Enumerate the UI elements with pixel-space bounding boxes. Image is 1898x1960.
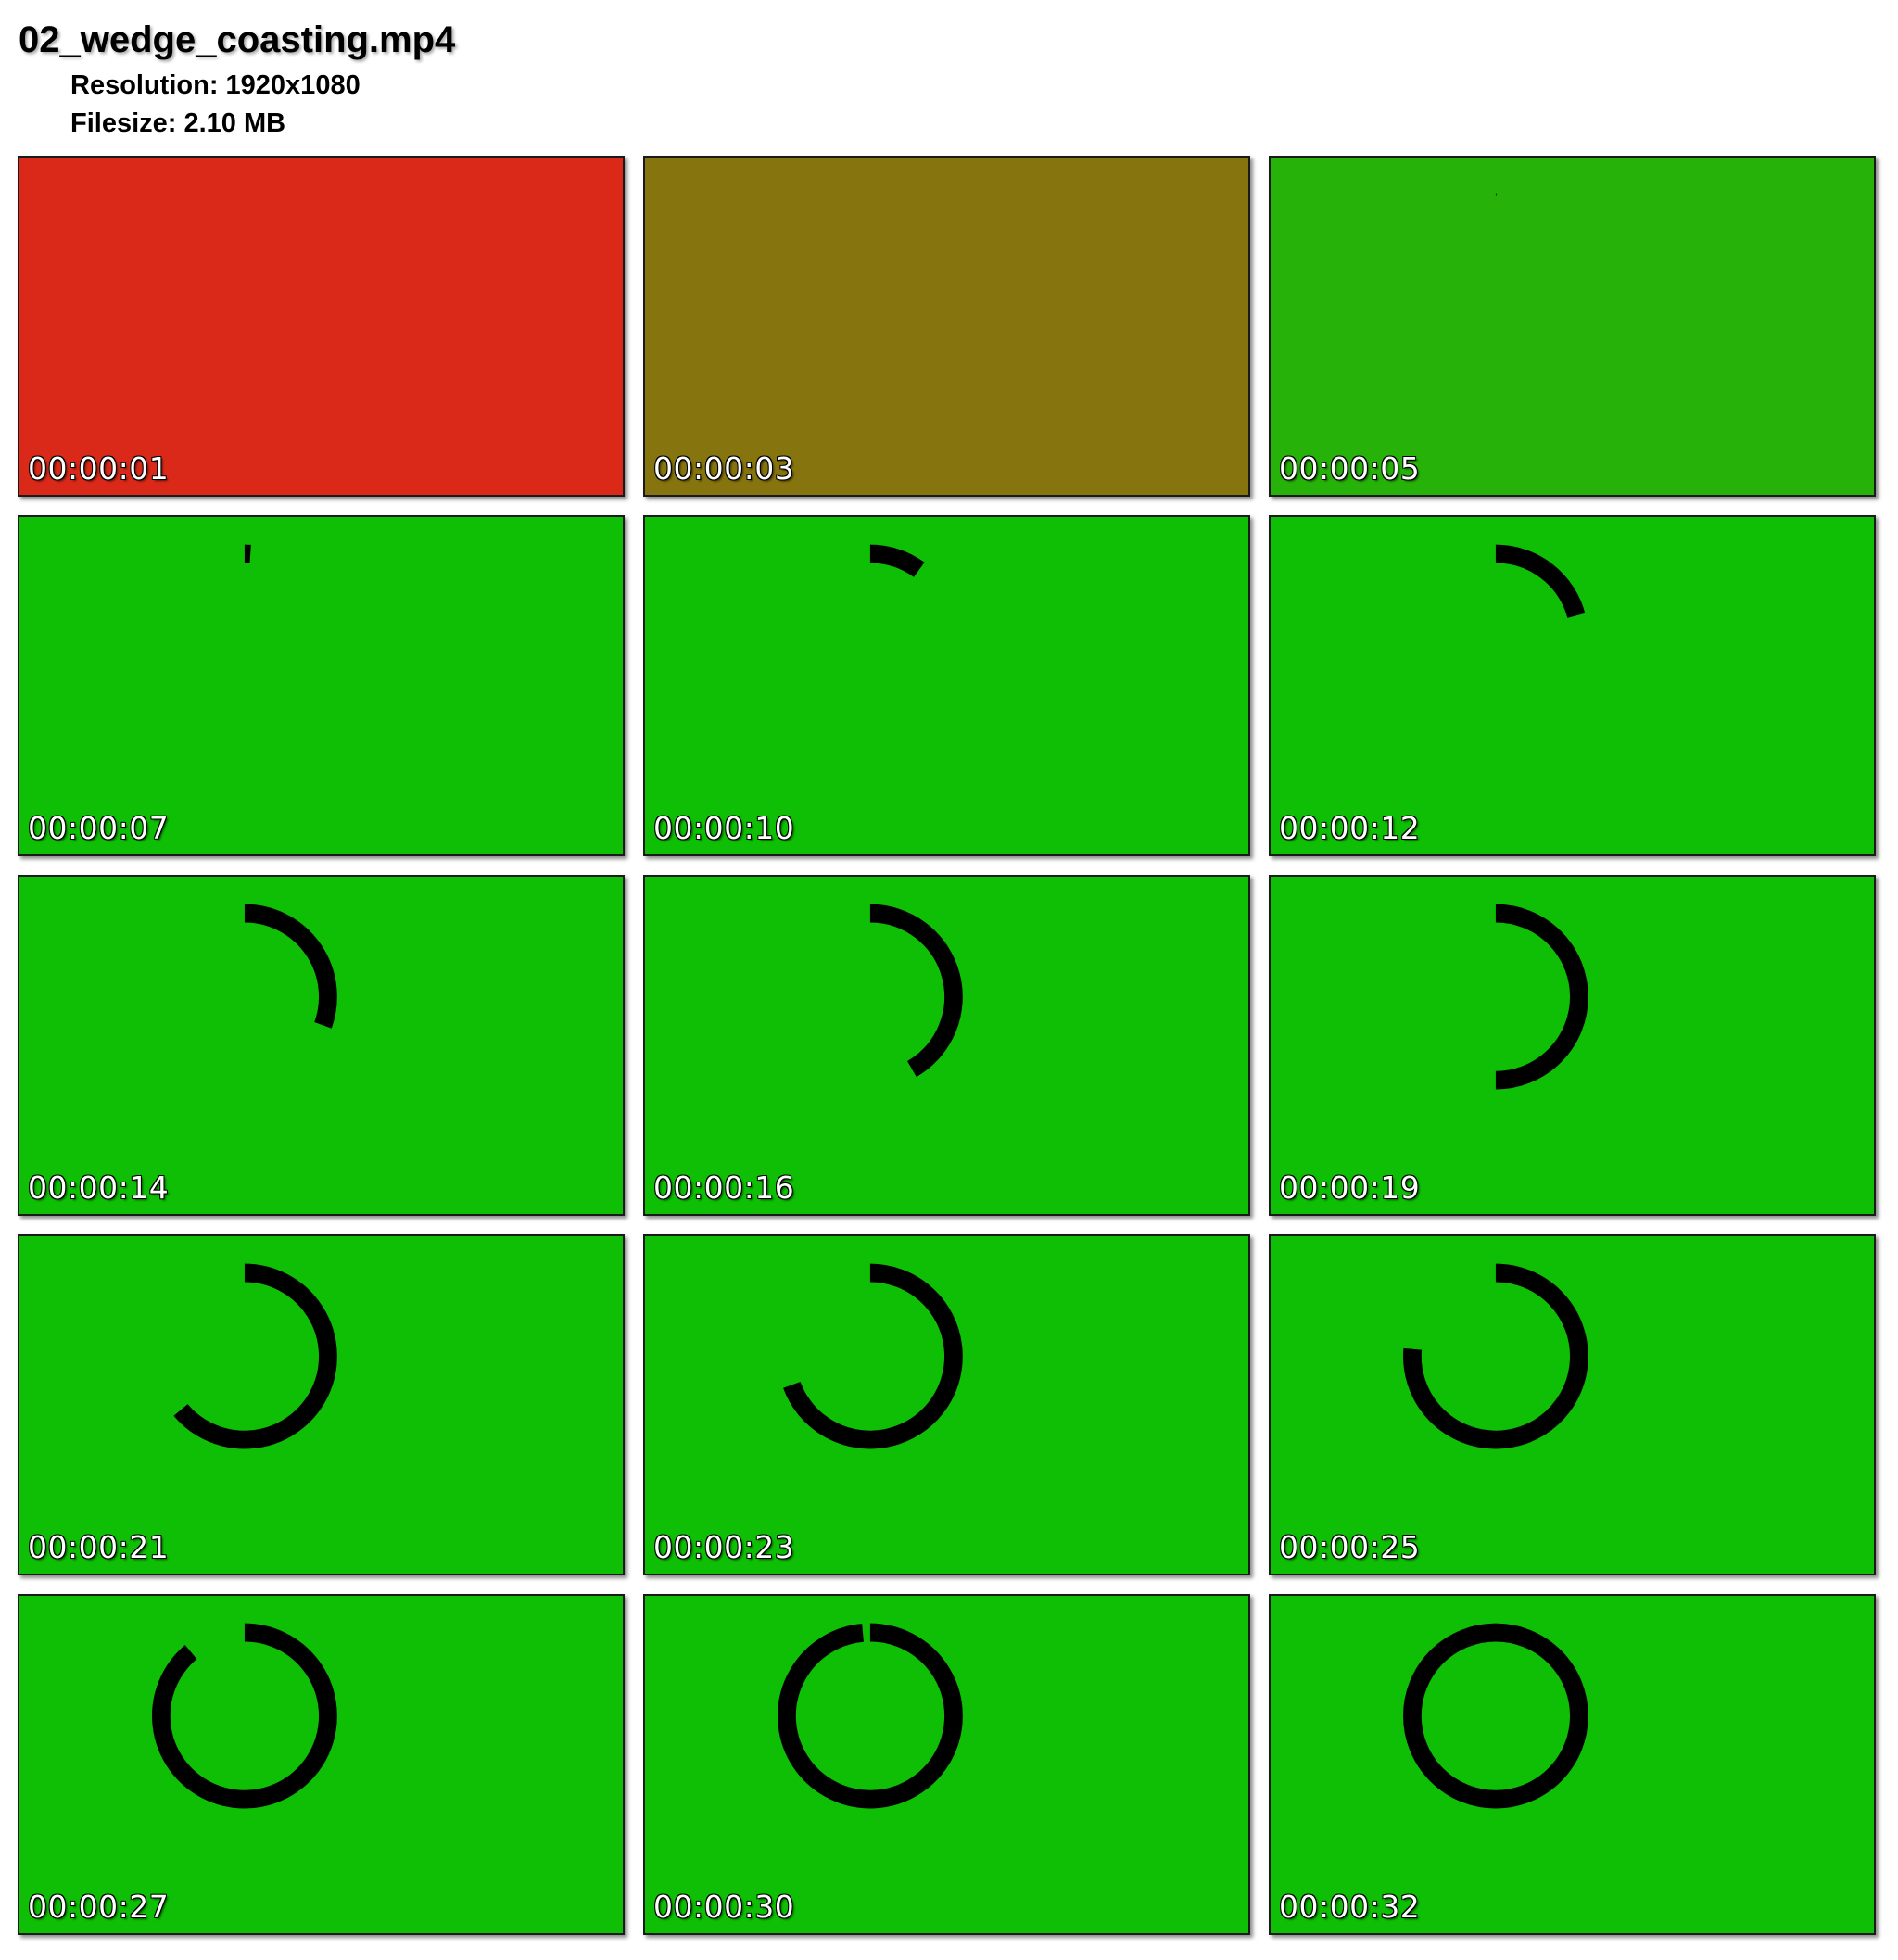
filesize-label: Filesize: 2.10 MB bbox=[70, 108, 286, 138]
frame-thumbnail[interactable]: 00:00:16 bbox=[643, 875, 1250, 1216]
frame-thumbnail[interactable]: 00:00:32 bbox=[1269, 1594, 1876, 1935]
frame-image bbox=[1495, 193, 1497, 196]
frame-timestamp: 00:00:07 bbox=[28, 810, 170, 846]
frame-image bbox=[1495, 904, 1588, 1090]
frame-image bbox=[869, 904, 963, 1078]
wedge-arc bbox=[869, 544, 925, 577]
frame-image bbox=[152, 1623, 337, 1809]
frame-timestamp: 00:00:21 bbox=[28, 1529, 170, 1565]
wedge-arc bbox=[778, 1623, 963, 1809]
frame-thumbnail[interactable]: 00:00:21 bbox=[18, 1234, 625, 1575]
frame-image bbox=[1403, 1263, 1588, 1449]
frame-thumbnail[interactable]: 00:00:12 bbox=[1269, 515, 1876, 856]
frame-image bbox=[869, 544, 925, 577]
frame-image bbox=[244, 544, 251, 563]
wedge-ring bbox=[1403, 1623, 1588, 1809]
frame-thumbnail[interactable]: 00:00:05 bbox=[1269, 156, 1876, 497]
frame-image bbox=[783, 1263, 963, 1449]
thumbnail-grid: 00:00:01 00:00:03 00:00:05 00:00:07 00:00:10… bbox=[18, 156, 1876, 1935]
frame-timestamp: 00:00:01 bbox=[28, 450, 170, 487]
frame-thumbnail[interactable]: 00:00:03 bbox=[643, 156, 1250, 497]
frame-timestamp: 00:00:14 bbox=[28, 1170, 170, 1206]
wedge-arc bbox=[1495, 544, 1586, 619]
frame-thumbnail[interactable]: 00:00:25 bbox=[1269, 1234, 1876, 1575]
wedge-arc bbox=[173, 1263, 337, 1449]
frame-timestamp: 00:00:25 bbox=[1279, 1529, 1421, 1565]
frame-timestamp: 00:00:10 bbox=[653, 810, 795, 846]
frame-timestamp: 00:00:30 bbox=[653, 1889, 795, 1925]
frame-timestamp: 00:00:32 bbox=[1279, 1889, 1421, 1925]
frame-image bbox=[645, 158, 1248, 495]
frame-timestamp: 00:00:12 bbox=[1279, 810, 1421, 846]
frame-timestamp: 00:00:19 bbox=[1279, 1170, 1421, 1206]
wedge-arc bbox=[244, 904, 337, 1029]
frame-image bbox=[19, 158, 623, 495]
wedge-arc bbox=[783, 1263, 963, 1449]
frame-thumbnail[interactable]: 00:00:30 bbox=[643, 1594, 1250, 1935]
wedge-arc bbox=[1403, 1263, 1588, 1449]
frame-timestamp: 00:00:03 bbox=[653, 450, 795, 487]
frame-thumbnail[interactable]: 00:00:19 bbox=[1269, 875, 1876, 1216]
frame-timestamp: 00:00:23 bbox=[653, 1529, 795, 1565]
frame-thumbnail[interactable]: 00:00:27 bbox=[18, 1594, 625, 1935]
frame-thumbnail[interactable]: 00:00:14 bbox=[18, 875, 625, 1216]
frame-timestamp: 00:00:27 bbox=[28, 1889, 170, 1925]
frame-image bbox=[778, 1623, 963, 1809]
frame-thumbnail[interactable]: 00:00:07 bbox=[18, 515, 625, 856]
frame-image bbox=[1495, 544, 1586, 619]
sheet-header: 02_wedge_coasting.mp4 Resolution: 1920x1… bbox=[19, 13, 455, 143]
frame-timestamp: 00:00:05 bbox=[1279, 450, 1421, 487]
resolution-label: Resolution: 1920x1080 bbox=[70, 70, 361, 100]
wedge-arc bbox=[152, 1623, 337, 1809]
frame-image bbox=[173, 1263, 337, 1449]
frame-timestamp: 00:00:16 bbox=[653, 1170, 795, 1206]
frame-thumbnail[interactable]: 00:00:23 bbox=[643, 1234, 1250, 1575]
frame-thumbnail[interactable]: 00:00:01 bbox=[18, 156, 625, 497]
frame-thumbnail[interactable]: 00:00:10 bbox=[643, 515, 1250, 856]
frame-image bbox=[1403, 1623, 1588, 1809]
wedge-arc bbox=[869, 904, 963, 1078]
wedge-arc bbox=[1495, 904, 1588, 1090]
frame-image bbox=[244, 904, 337, 1029]
file-title: 02_wedge_coasting.mp4 bbox=[19, 19, 456, 60]
